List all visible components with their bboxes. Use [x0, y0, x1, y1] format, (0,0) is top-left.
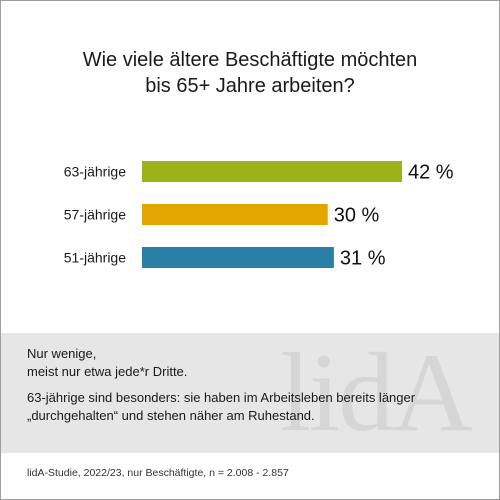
source-note: lidA-Studie, 2022/23, nur Beschäftigte, …	[27, 467, 289, 479]
value-label: 42 %	[408, 162, 454, 184]
title-line-2: bis 65+ Jahre arbeiten?	[145, 75, 355, 97]
value-label: 30 %	[334, 205, 380, 227]
info-box: lidA Nur wenige, meist nur etwa jede*r D…	[1, 333, 499, 453]
info-note-line-1: Nur wenige,	[27, 346, 97, 361]
bar	[142, 204, 328, 225]
bar	[142, 161, 402, 182]
chart-title: Wie viele ältere Beschäftigte möchten bi…	[1, 47, 499, 99]
value-label: 31 %	[340, 248, 386, 270]
title-line-1: Wie viele ältere Beschäftigte möchten	[82, 49, 418, 71]
info-note-summary: Nur wenige, meist nur etwa jede*r Dritte…	[27, 345, 187, 381]
category-label: 51-jährige	[64, 250, 126, 266]
info-note-detail: 63-jährige sind besonders: sie haben im …	[27, 390, 416, 423]
category-label: 57-jährige	[64, 207, 126, 223]
bar	[142, 247, 334, 268]
category-label: 63-jährige	[64, 164, 126, 180]
lida-watermark: lidA	[279, 333, 473, 453]
bar-chart: 63-jährige 42 % 57-jährige 30 % 51-jährige 31…	[64, 161, 454, 270]
info-note-line-2: meist nur etwa jede*r Dritte.	[27, 364, 188, 379]
